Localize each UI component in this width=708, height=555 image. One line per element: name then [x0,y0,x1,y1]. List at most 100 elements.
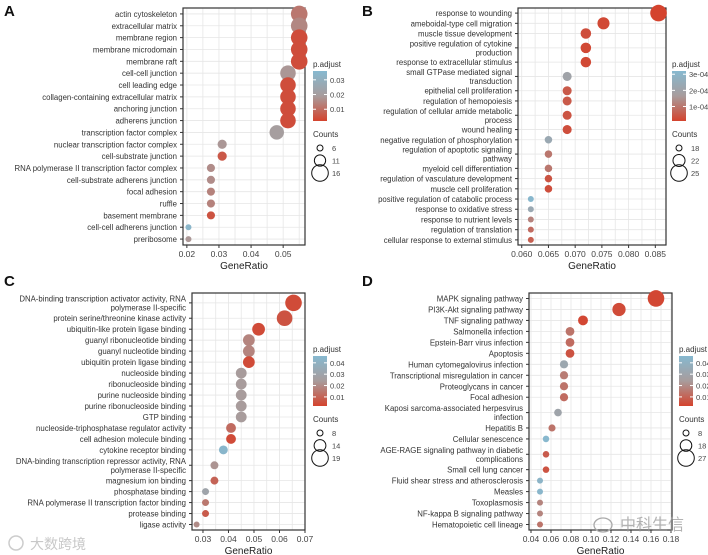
color-legend-label: 0.02 [330,382,345,391]
y-tick-label: PI3K-Akt signaling pathway [428,305,523,314]
dot [565,327,575,336]
dot [612,302,626,317]
dot [544,150,553,158]
size-legend-title: Counts [313,415,338,424]
color-legend-label: 2e-04 [689,86,708,95]
dot [537,488,543,495]
color-legend-label: 0.03 [330,370,345,379]
dot [280,65,296,81]
dot [269,125,284,140]
dot [206,211,215,220]
x-tick-label: 0.02 [179,249,196,259]
y-tick-label: collagen-containing extracellular matrix [42,93,177,102]
panel-b: B 0.060 0.065 0.070 0.075 0.080 0.085 GeneRatio… [362,3,708,272]
color-legend-label: 0.02 [330,91,345,100]
y-tick-label: regulation of hemopoiesis [423,97,512,106]
x-tick-label: 0.05 [246,534,263,544]
x-axis-label: GeneRatio [568,261,616,272]
x-tick-label: 0.05 [275,249,292,259]
size-legend-circle [670,164,688,182]
plot-background [192,293,305,530]
y-tick-label: DNA-binding transcription repressor acti… [16,457,187,475]
y-tick-label: positive regulation of cytokine productio… [410,39,512,57]
dot [580,42,592,54]
dot [544,185,553,193]
size-legend-label: 16 [332,169,340,178]
dot [217,139,227,149]
dot [290,5,308,23]
size-legend-label: 6 [332,144,336,153]
y-tick-label: focal adhesion [127,188,177,197]
x-tick-label: 0.18 [663,534,680,544]
plot-border [517,7,667,246]
dot [202,499,210,507]
x-tick-label: 0.14 [623,534,640,544]
dot [565,337,575,347]
y-tick-label: basement membrane [103,211,177,220]
x-axis-label: GeneRatio [225,546,273,555]
dot [290,53,308,70]
y-tick-label: ameboidal-type cell migration [411,19,512,28]
x-tick-label: 0.070 [565,249,587,259]
x-tick-label: 0.06 [543,534,560,544]
dot [527,226,534,233]
y-tick-label: preribosome [134,235,177,244]
y-tick-label: TNF signaling pathway [444,316,523,325]
dot [554,408,562,417]
y-tick-label: cell leading edge [118,81,177,90]
dot [242,334,255,347]
size-legend-circle [311,164,329,182]
dot [544,136,553,144]
dot [235,389,247,401]
y-tick-label-line: polymerase II-specific [111,466,186,475]
y-tick-label: Hematopoietic cell lineage [432,521,523,530]
y-tick-label-line: polymerase II-specific [111,303,186,312]
x-tick-label: 0.04 [523,534,540,544]
dot [650,4,667,22]
watermark-wechat-icon [593,517,613,533]
panel-d: D0.04 0.06 0.08 0.10 0.12 0.14 0.16 0.18GeneRat… [362,273,708,555]
y-tick-label-line: pathway [483,155,512,164]
y-tick-label: MAPK signaling pathway [437,294,523,303]
dot [565,348,575,358]
dot [527,196,534,203]
dot [206,175,215,184]
y-tick-label: Proteoglycans in cancer [440,382,524,391]
y-tick-label: Epstein-Barr virus infection [430,338,523,347]
size-legend-circle [313,439,327,452]
size-legend-title: Counts [313,130,338,139]
x-tick-label: 0.16 [643,534,660,544]
y-tick-label: extracellular matrix [112,22,178,31]
y-tick-label: RNA polymerase II transcription factor b… [27,499,186,508]
size-legend-label: 18 [691,144,699,153]
size-legend-circle [313,154,327,167]
dot [235,367,247,379]
dot [202,488,210,496]
y-tick-label: protease binding [128,510,186,519]
y-tick-label: epithelial cell proliferation [424,87,512,96]
y-tick-label: Fluid shear stress and atherosclerosis [392,477,523,486]
dot [210,461,219,470]
x-tick-label: 0.12 [603,534,620,544]
size-legend-circle [679,439,693,452]
x-tick-label: 0.06 [271,534,288,544]
y-tick-label: membrane region [116,34,177,43]
dot [578,315,588,326]
x-tick-label: 0.07 [297,534,314,544]
panel-letter: C [4,273,15,290]
dot [537,499,543,506]
y-tick-label: ubiquitin-like protein ligase binding [67,325,186,334]
dot [242,345,255,358]
y-tick-label: Measles [494,488,523,497]
dot [537,521,543,528]
y-tick-label: Apoptosis [489,349,523,358]
dot [185,224,192,231]
dot [280,100,296,117]
dot [226,423,236,433]
x-axis-label: GeneRatio [577,546,625,555]
y-tick-label: cell-cell adherens junction [87,223,177,232]
color-legend-label: 0.03 [696,370,708,379]
y-tick-label-line: production [476,48,512,57]
y-tick-label: Cellular senescence [453,435,523,444]
y-tick-label: guanyl ribonucleotide binding [85,336,186,345]
